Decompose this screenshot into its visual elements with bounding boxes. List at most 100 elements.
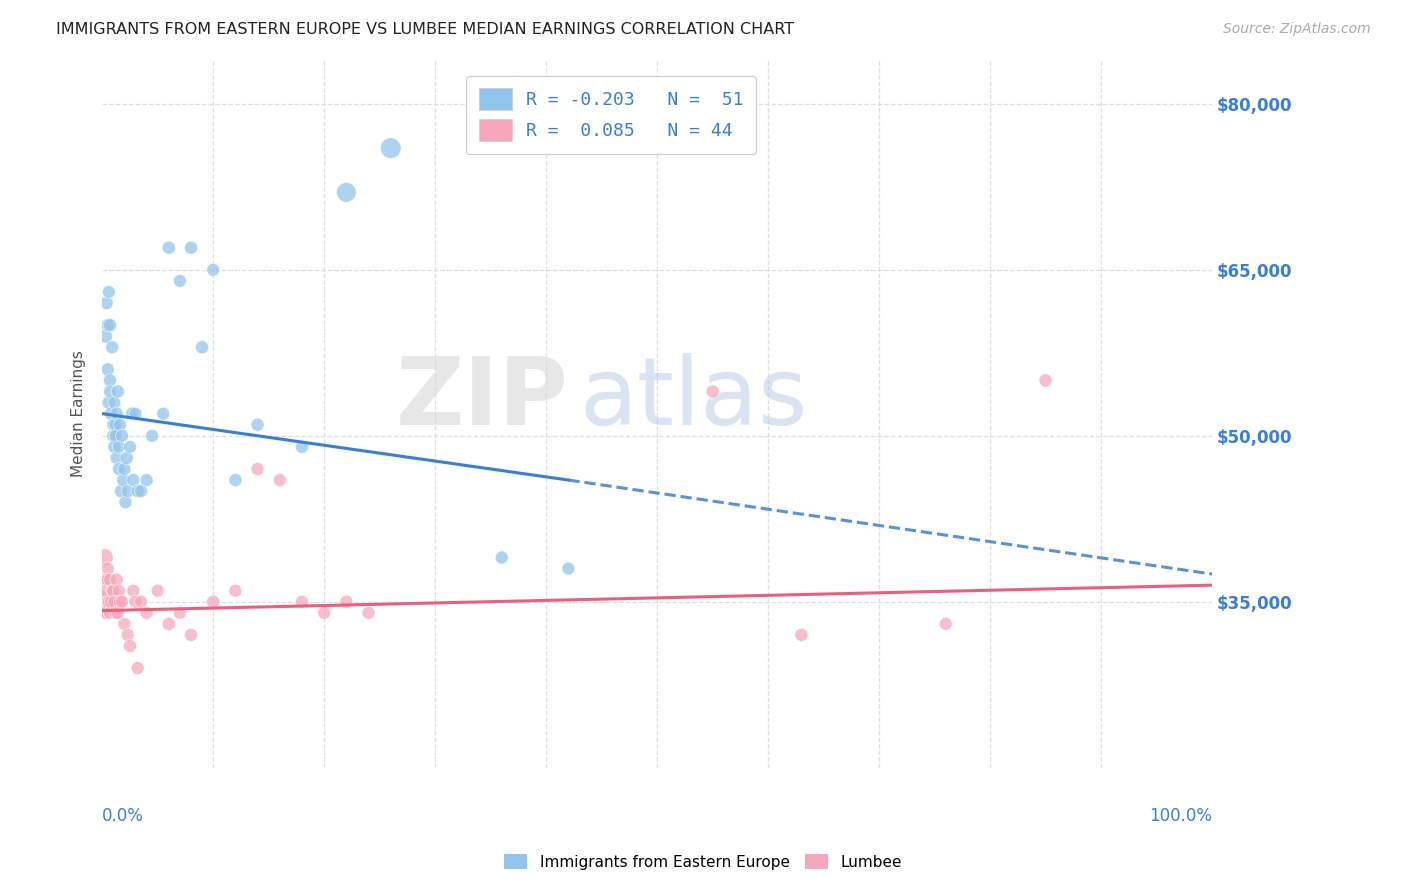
Point bbox=[97, 362, 120, 376]
Point bbox=[101, 583, 124, 598]
Point bbox=[117, 628, 139, 642]
Point bbox=[101, 340, 124, 354]
Point bbox=[118, 639, 141, 653]
Point bbox=[97, 595, 120, 609]
Point bbox=[157, 241, 180, 255]
Point bbox=[335, 595, 357, 609]
Point bbox=[94, 606, 117, 620]
Point bbox=[146, 583, 169, 598]
Point bbox=[129, 484, 152, 499]
Point bbox=[180, 241, 202, 255]
Point bbox=[291, 440, 314, 454]
Point bbox=[152, 407, 174, 421]
Point bbox=[202, 595, 225, 609]
Point bbox=[96, 583, 118, 598]
Point bbox=[121, 407, 143, 421]
Point bbox=[108, 583, 131, 598]
Point bbox=[94, 329, 117, 343]
Point bbox=[314, 606, 336, 620]
Point bbox=[202, 262, 225, 277]
Text: 0.0%: 0.0% bbox=[103, 806, 143, 824]
Point bbox=[124, 407, 146, 421]
Point bbox=[124, 595, 146, 609]
Point bbox=[112, 462, 135, 476]
Point bbox=[157, 616, 180, 631]
Text: atlas: atlas bbox=[579, 353, 807, 445]
Point bbox=[169, 274, 191, 288]
Point bbox=[97, 573, 120, 587]
Point bbox=[96, 296, 118, 310]
Legend: R = -0.203   N =  51, R =  0.085   N = 44: R = -0.203 N = 51, R = 0.085 N = 44 bbox=[467, 76, 756, 154]
Point bbox=[97, 285, 120, 299]
Point bbox=[110, 484, 132, 499]
Point bbox=[103, 395, 125, 409]
Point bbox=[107, 606, 129, 620]
Point bbox=[180, 628, 202, 642]
Point bbox=[98, 384, 121, 399]
Point bbox=[94, 573, 117, 587]
Point bbox=[122, 583, 145, 598]
Text: ZIP: ZIP bbox=[395, 353, 568, 445]
Text: 100.0%: 100.0% bbox=[1149, 806, 1212, 824]
Point bbox=[108, 440, 131, 454]
Point bbox=[135, 473, 157, 487]
Point bbox=[702, 384, 724, 399]
Point bbox=[104, 417, 127, 432]
Point bbox=[97, 561, 120, 575]
Point bbox=[790, 628, 813, 642]
Point bbox=[380, 141, 402, 155]
Point bbox=[100, 407, 122, 421]
Point bbox=[103, 417, 125, 432]
Point bbox=[97, 395, 120, 409]
Point bbox=[935, 616, 957, 631]
Point bbox=[118, 440, 141, 454]
Point bbox=[169, 606, 191, 620]
Y-axis label: Median Earnings: Median Earnings bbox=[72, 351, 86, 477]
Point bbox=[115, 450, 138, 465]
Point bbox=[98, 573, 121, 587]
Point bbox=[111, 595, 134, 609]
Point bbox=[103, 595, 125, 609]
Point bbox=[269, 473, 291, 487]
Point bbox=[491, 550, 513, 565]
Point bbox=[117, 484, 139, 499]
Point bbox=[357, 606, 380, 620]
Point bbox=[112, 473, 135, 487]
Point bbox=[103, 583, 125, 598]
Point bbox=[114, 495, 136, 509]
Point bbox=[105, 407, 128, 421]
Point bbox=[291, 595, 314, 609]
Point bbox=[1035, 374, 1057, 388]
Point bbox=[112, 616, 135, 631]
Point bbox=[141, 429, 163, 443]
Text: Source: ZipAtlas.com: Source: ZipAtlas.com bbox=[1223, 22, 1371, 37]
Point bbox=[104, 429, 127, 443]
Point bbox=[97, 318, 120, 333]
Point bbox=[122, 473, 145, 487]
Point bbox=[335, 186, 357, 200]
Point bbox=[129, 595, 152, 609]
Point bbox=[98, 318, 121, 333]
Point bbox=[224, 473, 246, 487]
Point bbox=[557, 561, 579, 575]
Point bbox=[246, 417, 269, 432]
Point bbox=[103, 440, 125, 454]
Point bbox=[100, 595, 122, 609]
Legend: Immigrants from Eastern Europe, Lumbee: Immigrants from Eastern Europe, Lumbee bbox=[496, 846, 910, 877]
Point bbox=[246, 462, 269, 476]
Point bbox=[127, 484, 149, 499]
Point bbox=[105, 573, 128, 587]
Point bbox=[105, 450, 128, 465]
Point bbox=[93, 595, 115, 609]
Point bbox=[108, 462, 131, 476]
Point bbox=[107, 384, 129, 399]
Point bbox=[135, 606, 157, 620]
Point bbox=[103, 429, 125, 443]
Point bbox=[98, 606, 121, 620]
Point bbox=[108, 417, 131, 432]
Point bbox=[127, 661, 149, 675]
Point bbox=[93, 550, 115, 565]
Point bbox=[111, 429, 134, 443]
Text: IMMIGRANTS FROM EASTERN EUROPE VS LUMBEE MEDIAN EARNINGS CORRELATION CHART: IMMIGRANTS FROM EASTERN EUROPE VS LUMBEE… bbox=[56, 22, 794, 37]
Point bbox=[108, 595, 131, 609]
